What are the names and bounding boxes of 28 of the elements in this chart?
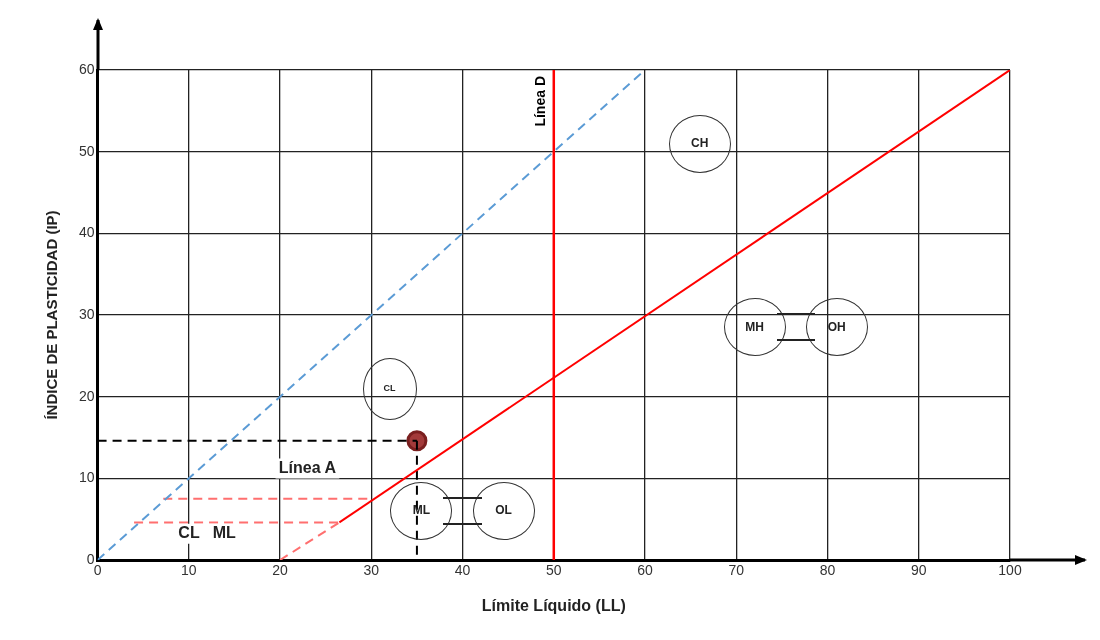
y-tick-label: 0 [86,550,95,567]
x-tick-label: 80 [819,562,836,579]
annotation: OH [827,319,846,334]
x-tick-label: 50 [546,562,562,579]
x-axis-title: Límite Líquido (LL) [481,596,626,614]
x-tick-label: 70 [728,562,745,579]
ref-line-label: Línea D [531,76,548,127]
annotation: Línea A [278,458,337,476]
x-tick-label: 100 [998,562,1022,579]
y-axis-title: ÍNDICE DE PLASTICIDAD (IP) [43,210,61,420]
y-tick-label: 20 [78,387,95,404]
x-tick-label: 90 [910,562,927,579]
x-tick-label: 10 [181,562,197,579]
y-tick-label: 60 [78,60,95,77]
x-tick-label: 40 [454,562,471,579]
x-tick-label: 30 [363,562,380,579]
y-tick-label: 40 [78,224,95,241]
x-tick-label: 60 [637,562,654,579]
annotation: CL ML [178,524,237,542]
annotation: CH [691,135,709,150]
annotation: MH [745,319,764,334]
y-tick-label: 10 [78,469,95,486]
annotation: ML [412,503,431,518]
annotation: CL [383,382,397,393]
x-tick-label: 20 [272,562,289,579]
annotation: OL [495,503,512,518]
y-tick-label: 30 [78,305,95,322]
y-tick-label: 50 [78,142,95,159]
